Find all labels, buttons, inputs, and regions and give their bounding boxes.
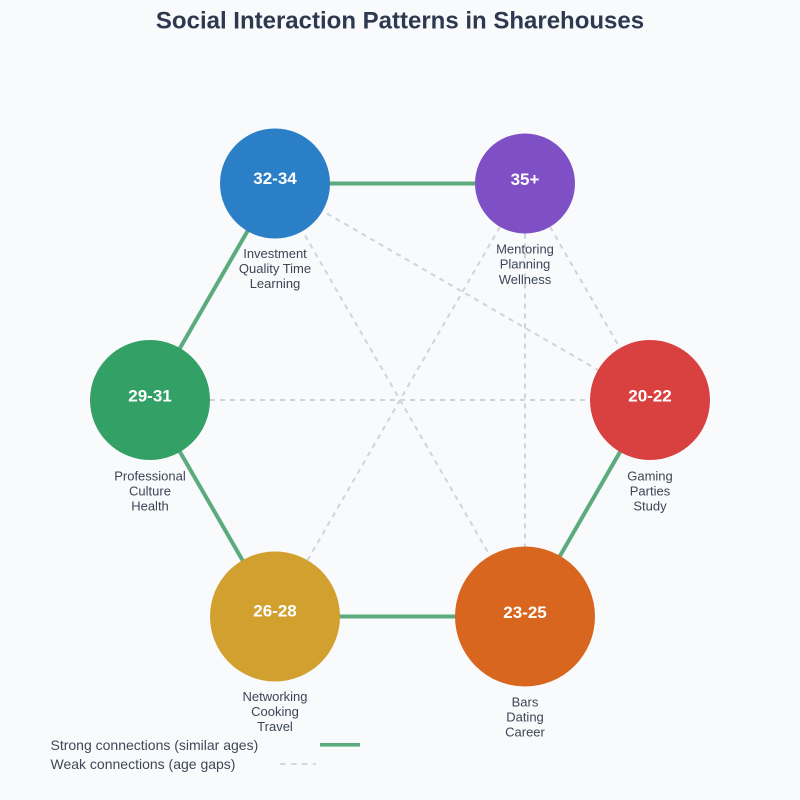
svg-text:Dating: Dating	[506, 710, 544, 725]
svg-text:Career: Career	[505, 725, 545, 740]
svg-text:Quality Time: Quality Time	[239, 261, 311, 276]
svg-text:Networking: Networking	[242, 689, 307, 704]
svg-text:20-22: 20-22	[628, 387, 671, 406]
svg-text:Bars: Bars	[512, 695, 539, 710]
svg-text:29-31: 29-31	[128, 387, 171, 406]
svg-text:Cooking: Cooking	[251, 704, 299, 719]
svg-text:Social Interaction Patterns in: Social Interaction Patterns in Sharehous…	[156, 8, 644, 35]
svg-text:Gaming: Gaming	[627, 469, 673, 484]
svg-text:23-25: 23-25	[503, 603, 546, 622]
svg-text:Weak connections (age gaps): Weak connections (age gaps)	[51, 756, 236, 772]
svg-text:Health: Health	[131, 499, 169, 514]
svg-text:Travel: Travel	[257, 719, 293, 734]
svg-text:35+: 35+	[511, 170, 540, 189]
svg-text:Culture: Culture	[129, 484, 171, 499]
svg-text:Learning: Learning	[250, 276, 301, 291]
svg-text:Study: Study	[633, 499, 667, 514]
svg-text:Investment: Investment	[243, 246, 307, 261]
svg-text:Mentoring: Mentoring	[496, 242, 554, 257]
svg-text:Professional: Professional	[114, 469, 186, 484]
svg-text:Strong connections (similar ag: Strong connections (similar ages)	[51, 737, 259, 753]
svg-text:Wellness: Wellness	[499, 272, 552, 287]
svg-text:32-34: 32-34	[253, 169, 297, 188]
svg-text:26-28: 26-28	[253, 602, 296, 621]
svg-text:Parties: Parties	[630, 484, 671, 499]
svg-text:Planning: Planning	[500, 257, 551, 272]
